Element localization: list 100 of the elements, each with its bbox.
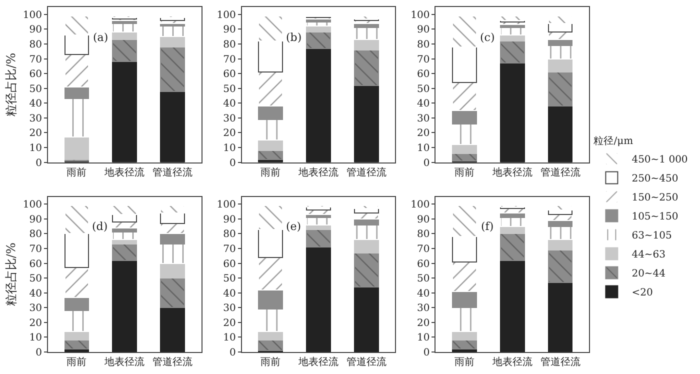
bar — [548, 106, 573, 162]
y-tick-label: 0 — [229, 158, 236, 169]
y-tick-label: 100 — [216, 10, 236, 21]
legend-label: 44~63 — [632, 250, 666, 261]
y-tick-label: 80 — [416, 39, 430, 50]
y-tick-label: 0 — [229, 348, 236, 358]
annotation: (e) — [286, 220, 302, 233]
legend-label: 250~450 — [632, 174, 678, 185]
bar — [500, 62, 525, 162]
bar — [258, 150, 284, 160]
annotation: (d) — [92, 220, 108, 233]
y-tick-label: 30 — [223, 303, 236, 314]
y-tick-label: 70 — [29, 54, 42, 66]
y-tick-label: 100 — [410, 10, 430, 21]
x-tick-label: 地表径流 — [298, 166, 338, 178]
bar — [112, 32, 138, 40]
y-tick-label: 40 — [29, 98, 42, 110]
y-tick-label: 40 — [416, 98, 430, 110]
y-tick-label: 10 — [223, 142, 236, 154]
annotation: (f) — [481, 220, 494, 233]
bar — [354, 39, 379, 50]
bar — [306, 228, 331, 248]
y-tick-label: 60 — [223, 69, 236, 80]
x-tick-label: 管道径流 — [346, 166, 386, 178]
y-tick-label: 50 — [223, 274, 236, 285]
bar — [160, 262, 186, 279]
annotation: (b) — [286, 31, 302, 44]
text: 150~250 — [632, 192, 678, 204]
y-tick-label: 90 — [416, 214, 430, 226]
x-tick-label: 管道径流 — [152, 166, 193, 178]
bar — [258, 140, 284, 151]
y-tick-label: 100 — [410, 200, 430, 211]
bar — [452, 340, 477, 350]
bar — [548, 44, 573, 60]
y-tick-label: 70 — [416, 54, 430, 66]
bar — [160, 90, 186, 162]
y-tick-label: 20 — [29, 128, 42, 140]
bar — [64, 136, 90, 160]
x-tick-label: 雨前 — [260, 356, 281, 368]
y-tick-label: 90 — [223, 214, 236, 226]
text: 63~105 — [632, 230, 672, 242]
bar — [112, 61, 138, 162]
x-tick-label: 雨前 — [454, 166, 474, 178]
y-tick-label: 60 — [29, 69, 42, 80]
y-tick-label: 50 — [29, 84, 42, 95]
y-tick-label: 80 — [29, 229, 42, 240]
y-tick-label: 90 — [416, 24, 430, 36]
legend-label: <20 — [632, 288, 653, 299]
x-tick-label: 地表径流 — [104, 356, 145, 368]
bar — [306, 216, 331, 226]
bar — [548, 72, 573, 107]
x-tick-label: 雨前 — [454, 356, 474, 368]
y-tick-label: 10 — [29, 332, 42, 344]
bar — [64, 340, 90, 350]
annotation: (c) — [480, 31, 495, 44]
bar — [452, 144, 477, 154]
y-tick-label: 100 — [22, 200, 42, 211]
y-axis-title: 粒径占比/% — [4, 52, 18, 116]
bar — [500, 15, 525, 21]
y-tick-label: 50 — [223, 84, 236, 95]
y-tick-label: 70 — [416, 244, 430, 255]
legend-title: 粒径/μm — [594, 136, 634, 148]
y-tick-label: 50 — [416, 84, 430, 95]
x-tick-label: 管道径流 — [540, 166, 580, 178]
bar — [548, 239, 573, 250]
y-tick-label: 40 — [223, 288, 236, 300]
y-tick-label: 80 — [223, 229, 236, 240]
y-tick-label: 60 — [223, 258, 236, 270]
y-tick-label: 30 — [223, 113, 236, 124]
y-tick-label: 10 — [416, 332, 430, 344]
bar — [354, 205, 379, 210]
y-tick-label: 80 — [29, 39, 42, 50]
bar — [160, 244, 186, 264]
y-tick-label: 90 — [29, 214, 42, 226]
y-tick-label: 100 — [216, 200, 236, 211]
y-tick-label: 60 — [416, 69, 430, 80]
y-tick-label: 90 — [223, 24, 236, 36]
bar — [354, 239, 379, 254]
bar — [548, 282, 573, 352]
y-tick-label: 50 — [416, 274, 430, 285]
bar — [452, 110, 477, 124]
x-tick-label: 地表径流 — [491, 356, 532, 368]
annotation: (a) — [93, 31, 108, 44]
y-tick-label: 40 — [223, 98, 236, 110]
y-tick-label: 70 — [29, 244, 42, 255]
bar — [500, 233, 525, 261]
y-tick-label: 80 — [223, 39, 236, 50]
legend-label: 105~150 — [632, 212, 678, 223]
bar — [258, 118, 284, 141]
bar — [160, 233, 186, 245]
bar — [452, 290, 477, 308]
y-tick-label: 20 — [416, 318, 430, 329]
y-tick-label: 100 — [22, 10, 42, 21]
bar — [452, 123, 477, 146]
bar — [452, 307, 477, 332]
y-tick-label: 20 — [29, 318, 42, 329]
bar — [548, 249, 573, 284]
x-tick-label: 雨前 — [260, 166, 281, 178]
y-tick-label: 20 — [416, 128, 430, 140]
y-tick-label: 60 — [29, 258, 42, 270]
